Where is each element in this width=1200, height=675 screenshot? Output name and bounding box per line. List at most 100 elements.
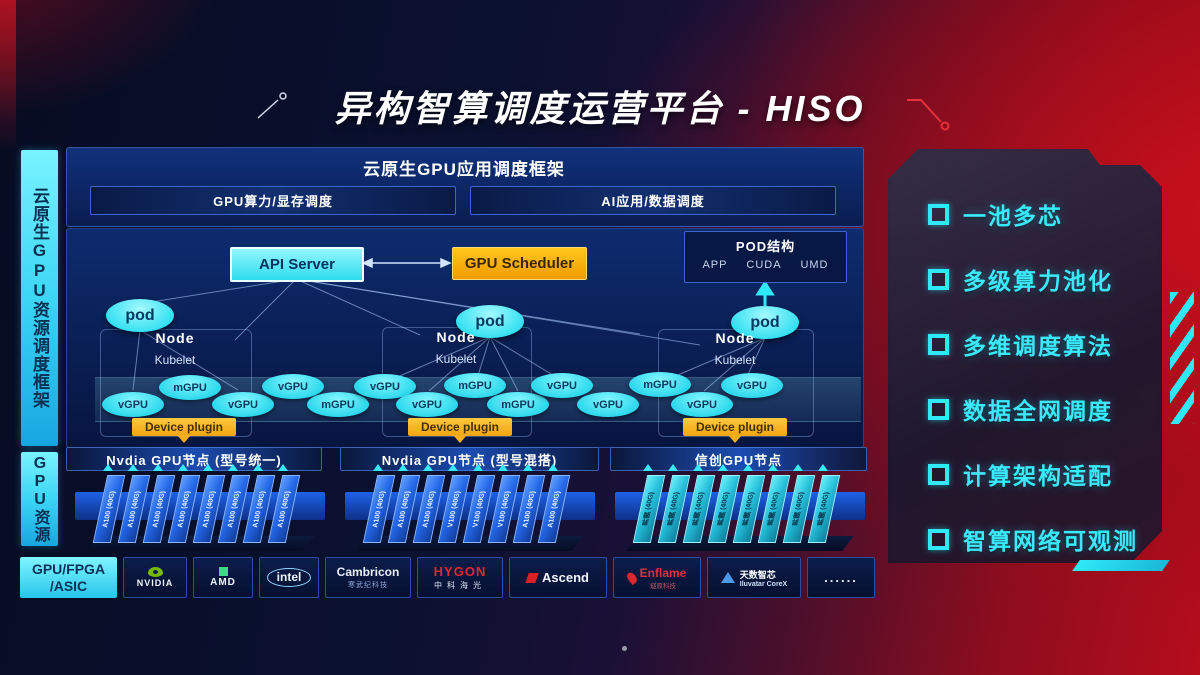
- gpu-slice: vGPU: [721, 373, 783, 398]
- up-arrow-icon: [178, 464, 188, 471]
- pod-item-app: APP: [702, 259, 728, 271]
- node-3-kubelet-label: Kubelet: [714, 353, 756, 367]
- enflame-logo-icon: [624, 570, 639, 585]
- hazard-stripes-decoration: [1170, 292, 1194, 424]
- up-arrow-icon: [253, 464, 263, 471]
- vendor-nvidia: NVIDIA: [123, 557, 187, 598]
- square-bullet-icon: [928, 463, 949, 485]
- vendor-more: ......: [807, 557, 875, 598]
- square-bullet-icon: [928, 268, 949, 290]
- up-arrow-icon: [693, 464, 703, 471]
- sidebar-label-cloud-native-gpu: 云原生GPU资源调度框架: [21, 150, 58, 446]
- square-bullet-icon: [928, 203, 949, 225]
- gpu-slice: vGPU: [577, 392, 639, 417]
- gpu-slice: vGPU: [102, 392, 164, 417]
- nvidia-logo-icon: [147, 567, 163, 577]
- gpu-slice: vGPU: [396, 392, 458, 417]
- up-arrow-icon: [228, 464, 238, 471]
- gpu-slice: vGPU: [212, 392, 274, 417]
- device-plugin-2: Device plugin: [408, 418, 512, 436]
- corner-red-decoration: [0, 0, 16, 150]
- pod-structure-box: POD结构 APP CUDA UMD: [684, 231, 847, 283]
- vendor-intel: intel: [259, 557, 319, 598]
- up-arrow-icon: [373, 464, 383, 471]
- node-1-frame: [100, 329, 252, 437]
- vendor-cambricon: Cambricon 寒武纪科技: [325, 557, 411, 598]
- feature-item: 多级算力池化: [928, 262, 1113, 296]
- vendor-ascend: Ascend: [509, 557, 607, 598]
- pod-ellipse-3: pod: [731, 306, 799, 339]
- up-arrow-icon: [643, 464, 653, 471]
- up-arrow-icon: [793, 464, 803, 471]
- panel-bottom-stripe-decoration: [1072, 560, 1170, 571]
- up-arrow-icon: [473, 464, 483, 471]
- feature-item: 智算网络可观测: [928, 522, 1138, 556]
- ai-data-scheduling-bar: AI应用/数据调度: [470, 186, 836, 215]
- gpu-node-bar-mixed: Nvdia GPU节点 (型号混搭): [340, 447, 599, 471]
- up-arrow-icon: [743, 464, 753, 471]
- up-arrow-icon: [153, 464, 163, 471]
- title-left-circuit-icon: [258, 92, 287, 119]
- square-bullet-icon: [928, 333, 949, 355]
- square-bullet-icon: [928, 528, 949, 550]
- pod-ellipse-1: pod: [106, 299, 174, 332]
- title-right-circuit-icon: [907, 99, 950, 131]
- vendor-amd: AMD: [193, 557, 253, 598]
- up-arrow-icon: [548, 464, 558, 471]
- intel-logo-icon: intel: [266, 568, 312, 587]
- amd-logo-icon: [218, 567, 228, 576]
- gpu-slice: mGPU: [487, 392, 549, 417]
- down-arrow-icon: [728, 435, 742, 443]
- gpu-slice: mGPU: [629, 372, 691, 397]
- node-1-label: Node: [155, 330, 195, 346]
- pod-structure-title: POD结构: [735, 239, 796, 254]
- gpu-slice: vGPU: [262, 374, 324, 399]
- up-arrow-icon: [203, 464, 213, 471]
- up-arrow-icon: [423, 464, 433, 471]
- vendor-hygon: HYGON 中科海光: [417, 557, 503, 598]
- scheduling-framework-title: 云原生GPU应用调度框架: [363, 160, 565, 179]
- up-arrow-icon: [718, 464, 728, 471]
- device-plugin-3: Device plugin: [683, 418, 787, 436]
- gpu-scheduler-box: GPU Scheduler: [452, 247, 587, 280]
- api-server-box: API Server: [230, 247, 364, 282]
- ascend-logo-icon: [525, 572, 539, 583]
- node-2-kubelet-label: Kubelet: [435, 352, 477, 366]
- gpu-slice: vGPU: [671, 392, 733, 417]
- pod-item-cuda: CUDA: [746, 259, 782, 271]
- up-arrow-icon: [128, 464, 138, 471]
- pod-item-umd: UMD: [800, 259, 829, 271]
- sidebar-label-gpu-resource: GPU资源: [21, 452, 58, 546]
- node-1-kubelet-label: Kubelet: [154, 353, 196, 367]
- up-arrow-icon: [103, 464, 113, 471]
- down-arrow-icon: [177, 435, 191, 443]
- vendor-row: GPU/FPGA/ASIC NVIDIA AMD intel Cambricon…: [20, 557, 875, 598]
- vendor-iluvatar: 天数智芯 Iluvatar CoreX: [707, 557, 801, 598]
- page-title: 异构智算调度运营平台 - HISO: [334, 88, 866, 129]
- node-3-label: Node: [715, 330, 755, 346]
- gpu-slice: mGPU: [159, 375, 221, 400]
- up-arrow-icon: [278, 464, 288, 471]
- feature-item: 计算架构适配: [928, 457, 1113, 491]
- compute-memory-scheduling-bar: GPU算力/显存调度: [90, 186, 456, 215]
- iluvatar-logo-icon: [720, 572, 735, 583]
- dot-decoration: [622, 646, 627, 651]
- up-arrow-icon: [498, 464, 508, 471]
- feature-item: 一池多芯: [928, 197, 1063, 231]
- up-arrow-icon: [398, 464, 408, 471]
- gpu-fpga-asic-label: GPU/FPGA/ASIC: [20, 557, 117, 598]
- up-arrow-icon: [668, 464, 678, 471]
- square-bullet-icon: [928, 398, 949, 420]
- up-arrow-icon: [768, 464, 778, 471]
- vendor-enflame: Enflame 燧原科技: [613, 557, 701, 598]
- feature-item: 多维调度算法: [928, 327, 1113, 361]
- up-arrow-icon: [523, 464, 533, 471]
- gpu-slice: vGPU: [531, 373, 593, 398]
- node-2-label: Node: [436, 329, 476, 345]
- feature-panel: [888, 149, 1162, 563]
- feature-item: 数据全网调度: [928, 392, 1113, 426]
- up-arrow-icon: [448, 464, 458, 471]
- down-arrow-icon: [453, 435, 467, 443]
- gpu-slice: mGPU: [307, 392, 369, 417]
